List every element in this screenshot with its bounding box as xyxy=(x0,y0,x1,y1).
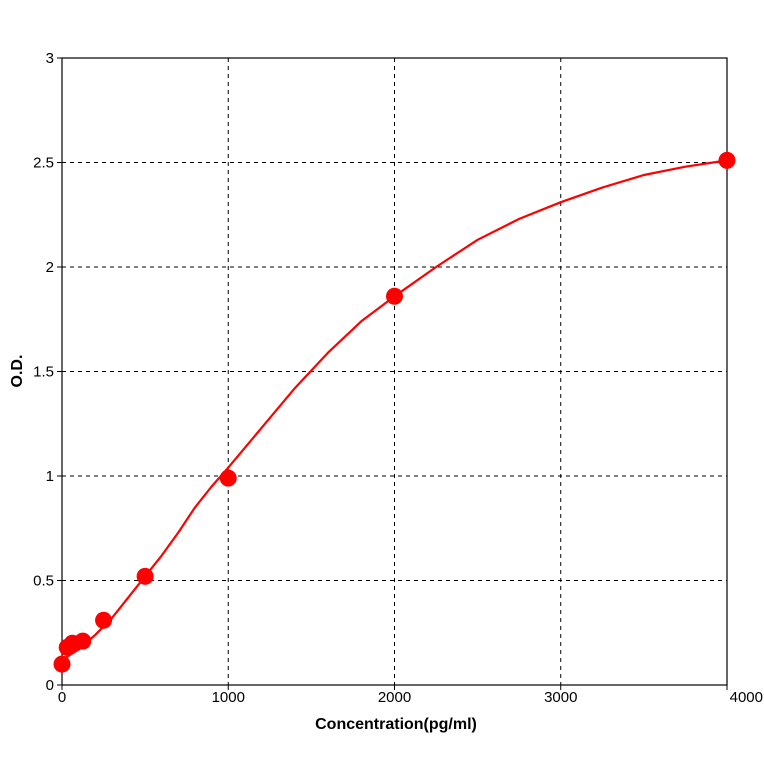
data-point xyxy=(386,287,403,305)
y-tick-label: 3 xyxy=(46,50,54,67)
data-point xyxy=(136,567,154,585)
data-point xyxy=(53,655,71,673)
data-point xyxy=(74,632,92,650)
data-point xyxy=(95,611,113,629)
y-tick-label: 2 xyxy=(46,259,54,276)
y-tick-label: 0 xyxy=(46,677,54,694)
plot-frame xyxy=(57,57,728,690)
fit-curve-layer xyxy=(60,159,729,661)
fit-curve-line xyxy=(60,159,729,661)
data-point xyxy=(219,469,237,487)
grid-lines xyxy=(62,58,727,685)
x-tick-label: 0 xyxy=(58,689,66,706)
x-axis-title: Concentration(pg/ml) xyxy=(315,716,477,733)
x-tick-label: 1000 xyxy=(212,689,245,706)
y-tick-label: 1.5 xyxy=(33,364,54,381)
y-tick-label: 0.5 xyxy=(33,573,54,590)
y-tick-label: 1 xyxy=(46,468,54,485)
y-tick-label: 2.5 xyxy=(33,155,54,172)
data-points-layer xyxy=(53,151,736,673)
tick-labels: 0 0.5 1 1.5 2 2.5 3 0 1000 2000 3000 4000 xyxy=(33,50,763,706)
x-tick-label: 2000 xyxy=(378,689,411,706)
x-tick-label: 4000 xyxy=(730,689,763,706)
y-axis-title: O.D. xyxy=(9,355,26,388)
x-tick-label: 3000 xyxy=(544,689,577,706)
data-point xyxy=(718,151,736,169)
